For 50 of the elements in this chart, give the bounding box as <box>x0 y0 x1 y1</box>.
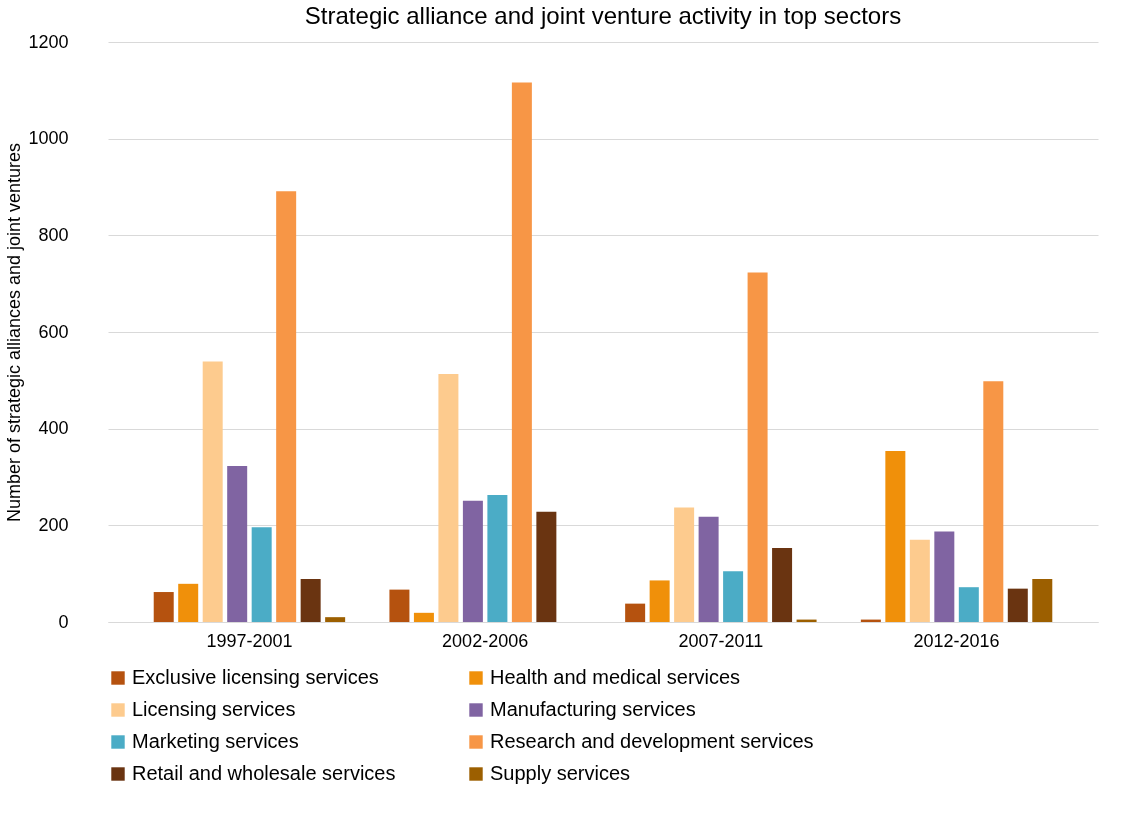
x-tick-label: 1997-2001 <box>206 630 293 651</box>
y-tick-label: 600 <box>38 321 69 342</box>
y-tick-label: 400 <box>38 418 69 439</box>
bar <box>511 82 532 622</box>
bar <box>438 374 459 622</box>
bar <box>325 617 346 622</box>
bar <box>487 494 508 622</box>
legend-label: Manufacturing services <box>490 698 696 720</box>
bar <box>958 587 979 622</box>
y-tick-label: 1200 <box>28 31 69 52</box>
legend-label: Retail and wholesale services <box>132 762 396 784</box>
bar <box>227 465 248 622</box>
bar <box>536 511 557 622</box>
bar <box>300 578 321 622</box>
bar <box>625 603 646 622</box>
bar <box>202 361 223 622</box>
x-tick-label: 2002-2006 <box>442 630 529 651</box>
bar <box>983 381 1004 622</box>
y-axis-title: Number of strategic alliances and joint ventures <box>4 142 25 523</box>
bar <box>698 516 719 622</box>
x-tick-label: 2012-2016 <box>913 630 1000 651</box>
bar <box>772 548 793 622</box>
legend-label: Licensing services <box>132 698 296 720</box>
x-tick-label: 2007-2011 <box>678 630 764 651</box>
legend-label: Research and development services <box>490 730 814 752</box>
legend-label: Health and medical services <box>490 666 741 688</box>
chart-title: Strategic alliance and joint venture activity in top sectors <box>304 2 902 29</box>
bar <box>276 191 297 622</box>
bar <box>389 589 410 622</box>
legend-label: Supply services <box>490 762 631 784</box>
bar <box>934 531 955 622</box>
bar <box>413 612 434 622</box>
bar <box>178 583 199 622</box>
bar <box>251 527 272 622</box>
y-tick-label: 200 <box>38 514 69 535</box>
bar <box>153 592 174 622</box>
y-tick-label: 1000 <box>28 128 69 149</box>
y-tick-label: 800 <box>38 224 69 245</box>
bar <box>649 580 670 622</box>
legend-label: Exclusive licensing services <box>132 666 379 688</box>
bar <box>885 450 906 622</box>
bar <box>909 539 930 622</box>
bar <box>462 500 483 622</box>
bar <box>1032 578 1053 622</box>
bar <box>747 272 768 622</box>
y-tick-label: 0 <box>58 611 69 632</box>
bar <box>1007 588 1028 622</box>
bar <box>723 571 744 622</box>
bar <box>674 507 695 622</box>
legend-label: Marketing services <box>132 730 299 752</box>
